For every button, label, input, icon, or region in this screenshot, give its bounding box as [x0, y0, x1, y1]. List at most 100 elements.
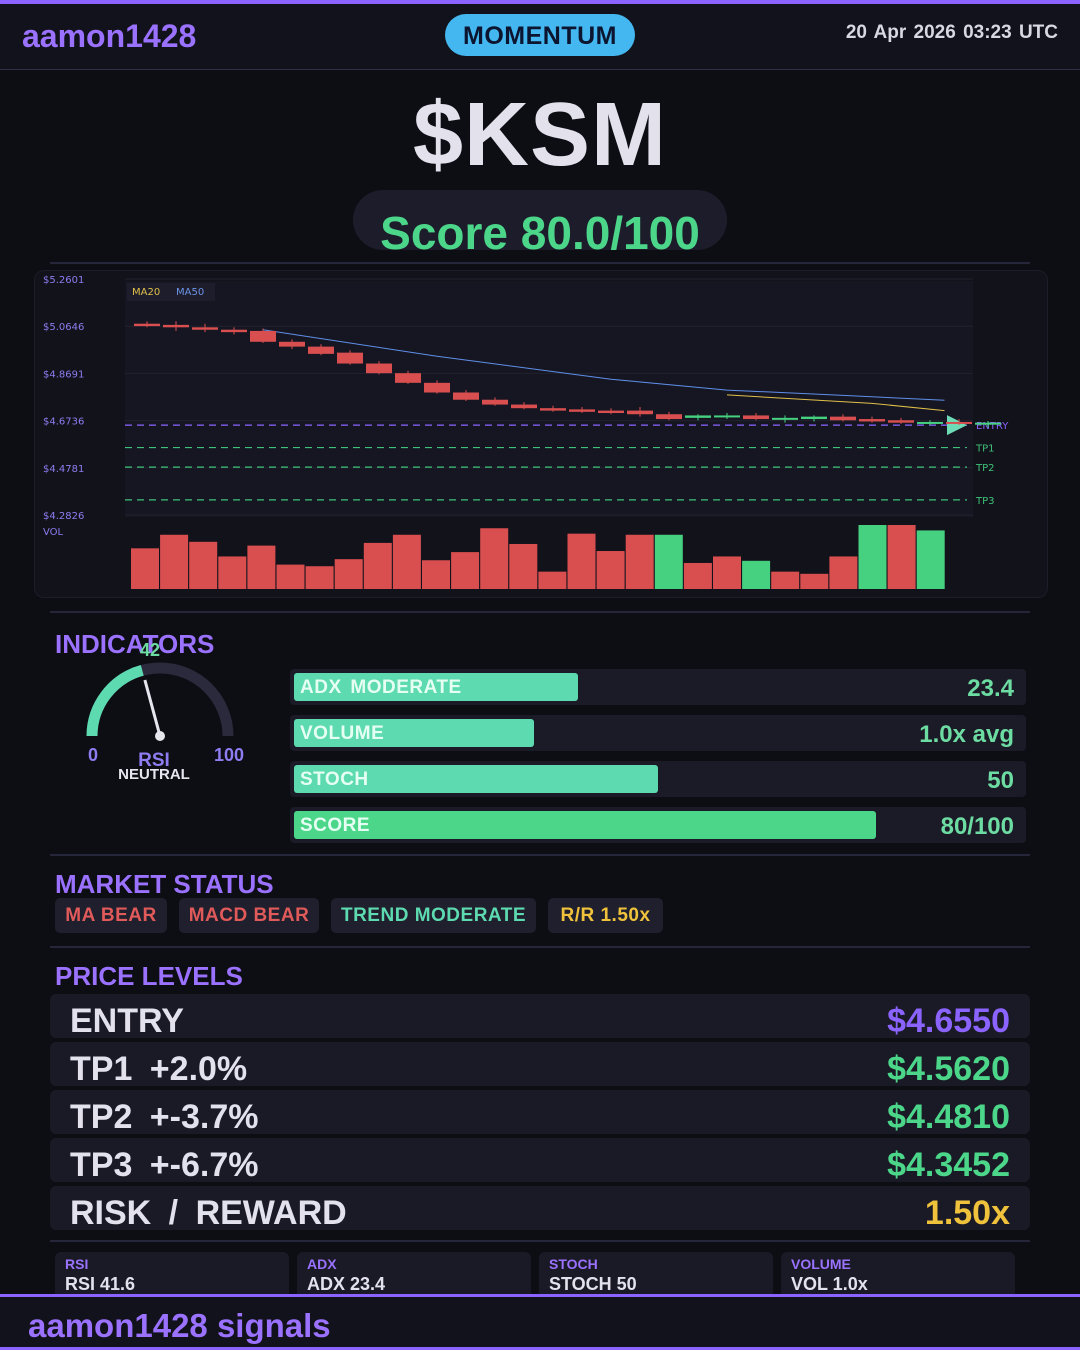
level-label-tp1: TP1 [975, 444, 995, 455]
indicator-bar-label: ADX MODERATE [300, 677, 462, 698]
volume-bar [683, 562, 712, 589]
indicator-bar-value: 50 [987, 767, 1014, 794]
candle-body [772, 417, 798, 420]
stat-tile-title: ADX [307, 1256, 337, 1272]
stat-tile-title: STOCH [549, 1256, 598, 1272]
price-level-label: RISK / REWARD [70, 1194, 347, 1230]
y-tick-label: $4.2826 [43, 511, 84, 522]
price-level-value: $4.6550 [887, 1002, 1010, 1038]
volume-bar [276, 564, 305, 589]
volume-bar [625, 534, 654, 589]
candle-body [975, 422, 1001, 425]
y-tick-label: $5.2601 [43, 275, 84, 286]
y-tick-label: $4.8691 [43, 369, 84, 380]
volume-bar [189, 541, 218, 589]
volume-bar [509, 543, 538, 589]
stat-tile-stoch: STOCH STOCH 50 [539, 1252, 773, 1300]
header-bar: aamon1428 MOMENTUM 20 Apr 2026 03:23 UTC [0, 4, 1080, 70]
price-level-value: $4.3452 [887, 1146, 1010, 1182]
level-label-tp2: TP2 [975, 463, 995, 474]
footer-bar: aamon1428 signals [0, 1294, 1080, 1350]
indicator-bar-fill [294, 765, 658, 793]
level-label-entry: ENTRY [976, 421, 1009, 432]
stat-tile-value: ADX 23.4 [307, 1274, 386, 1294]
stat-tile-value: RSI 41.6 [65, 1274, 136, 1294]
legend-ma50: MA50 [176, 287, 204, 298]
chart-legend [127, 283, 215, 301]
candle-body [685, 415, 711, 418]
candle-body [714, 415, 740, 418]
volume-bar [829, 556, 858, 589]
indicator-bar-stoch: STOCH 50 [290, 761, 1026, 797]
indicator-bar-volume: VOLUME 1.0x avg [290, 715, 1026, 751]
candle-body [192, 327, 218, 330]
stat-tile-adx: ADX ADX 23.4 [297, 1252, 531, 1300]
stat-tile-title: RSI [65, 1256, 89, 1272]
volume-bar [334, 559, 363, 589]
risk-reward-row: RISK / REWARD 1.50x [50, 1186, 1030, 1230]
indicator-bar-score: SCORE 80/100 [290, 807, 1026, 843]
volume-bar [160, 534, 189, 589]
price-level-tp1: TP1 +2.0% $4.5620 [50, 1042, 1030, 1086]
price-level-value: $4.4810 [887, 1098, 1010, 1134]
rsi-gauge-hub [155, 731, 165, 741]
divider [50, 854, 1030, 856]
volume-bar [480, 528, 509, 589]
status-chip-macd: MACD BEAR [179, 898, 319, 933]
candle-body [424, 382, 450, 393]
candle-body [134, 323, 160, 327]
price-levels-title: PRICE LEVELS [55, 961, 243, 991]
volume-bar [131, 548, 159, 589]
score-badge: Score 80.0/100 [353, 190, 727, 250]
stat-tile-volume: VOLUME VOL 1.0x [781, 1252, 1015, 1300]
candle-body [830, 416, 856, 421]
volume-axis-label: VOL [43, 527, 64, 538]
rsi-gauge-track [86, 662, 234, 737]
y-tick-label: $4.4781 [43, 464, 84, 475]
volume-bar [392, 534, 421, 589]
candle-body [366, 363, 392, 374]
stat-tile-value: VOL 1.0x [791, 1274, 868, 1294]
candle-body [917, 421, 943, 424]
divider [50, 611, 1030, 613]
volume-bar [742, 560, 771, 589]
candle-body [453, 392, 479, 400]
volume-bar [771, 571, 800, 589]
candle-body [308, 346, 334, 354]
footer-brand: aamon1428 signals [28, 1307, 331, 1344]
candle-body [163, 324, 189, 328]
price-level-label: TP2 +-3.7% [70, 1098, 259, 1134]
top-accent-line [0, 0, 1080, 4]
price-level-label: TP3 +-6.7% [70, 1146, 259, 1182]
stat-tile-value: STOCH 50 [549, 1274, 637, 1294]
candle-body [801, 416, 827, 420]
price-chart-svg: $5.2601 $5.0646 $4.8691 $4.6736 $4.4781 $4.28… [43, 275, 1009, 589]
indicator-bar-fill [294, 673, 578, 701]
ma20-line [726, 394, 945, 412]
divider [50, 262, 1030, 264]
indicator-bar-fill [294, 811, 877, 839]
entry-arrow-icon [947, 415, 967, 436]
ticker-symbol: $KSM [412, 85, 668, 185]
status-chip-rr: R/R 1.50x [548, 898, 663, 933]
candle-body [946, 421, 972, 424]
candle-body [569, 409, 595, 412]
divider [50, 1240, 1030, 1242]
indicator-bar-value: 1.0x avg [919, 721, 1014, 748]
volume-bar [916, 530, 945, 589]
candle-body [221, 329, 247, 333]
chart-plot-area [125, 281, 973, 517]
candle-body [540, 408, 566, 411]
indicator-bar-fill [294, 719, 535, 747]
volume-bar [363, 542, 392, 589]
volume-bar [451, 552, 480, 589]
price-level-tp3: TP3 +-6.7% $4.3452 [50, 1138, 1030, 1182]
indicator-bar-label: VOLUME [300, 723, 385, 744]
indicator-bar-label: STOCH [300, 769, 369, 790]
candle-body [279, 341, 305, 347]
candle-body [598, 410, 624, 414]
volume-bar [305, 566, 334, 589]
rsi-state: NEUTRAL [118, 766, 190, 783]
stat-tile-title: VOLUME [791, 1256, 851, 1272]
rsi-gauge-value: 42 [139, 640, 161, 660]
